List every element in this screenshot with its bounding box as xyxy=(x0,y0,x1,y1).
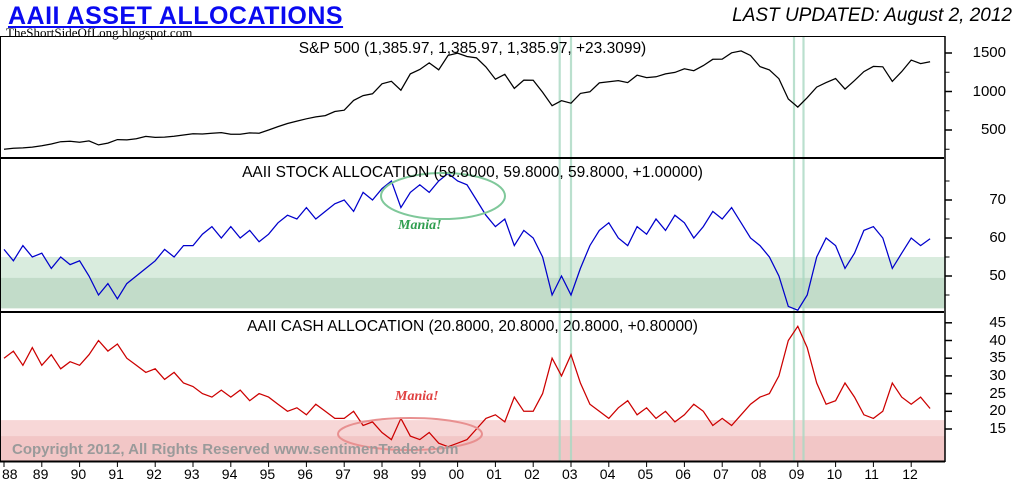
series-lines xyxy=(3,50,931,448)
mania-ellipse-cash xyxy=(337,417,483,451)
panel-frame xyxy=(0,36,946,463)
copyright-text: Copyright 2012, All Rights Reserved www.… xyxy=(12,441,459,458)
event-lines xyxy=(558,37,805,461)
cash-series-line xyxy=(3,325,931,448)
cash-band xyxy=(1,436,945,462)
stock-panel-title: AAII STOCK ALLOCATION (59.8000, 59.8000,… xyxy=(242,164,703,181)
mania-annotation-cash: Mania! xyxy=(395,389,439,404)
page-title: AAII ASSET ALLOCATIONS xyxy=(8,2,344,30)
axis-ticks xyxy=(3,52,952,467)
mania-ellipse-stock xyxy=(380,172,506,220)
last-updated-label: LAST UPDATED: August 2, 2012 xyxy=(732,5,1012,26)
sp500-panel-title: S&P 500 (1,385.97, 1,385.97, 1,385.97, +… xyxy=(298,40,647,57)
cash-panel-title: AAII CASH ALLOCATION (20.8000, 20.8000, … xyxy=(247,318,698,335)
sp500-series-line xyxy=(3,50,931,150)
mania-annotation-stock: Mania! xyxy=(398,218,442,233)
chart-canvas xyxy=(0,36,952,467)
stock-series-line xyxy=(3,172,931,311)
shaded-bands xyxy=(1,257,945,462)
